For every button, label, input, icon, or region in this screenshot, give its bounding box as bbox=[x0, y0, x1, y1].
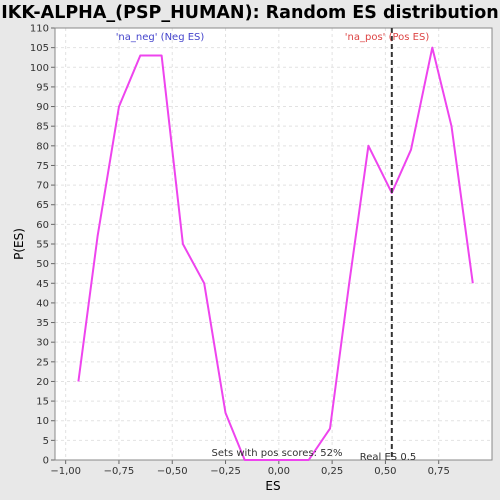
y-tick-label: 65 bbox=[36, 200, 49, 211]
y-tick-label: 75 bbox=[36, 161, 49, 172]
real-es-label: Real ES 0.5 bbox=[360, 452, 416, 463]
grid bbox=[55, 27, 492, 461]
y-tick-label: 70 bbox=[36, 181, 49, 192]
y-tick-label: 25 bbox=[36, 357, 49, 368]
y-axis-ticks: 0 5 10 15 20 25 30 35 40 45 50 55 60 65 70 75 80 85 90 95 10… bbox=[30, 24, 55, 467]
x-tick-label: 0,00 bbox=[268, 466, 290, 477]
y-tick-label: 95 bbox=[36, 82, 49, 93]
chart-title: IKK-ALPHA_(PSP_HUMAN): Random ES distrib… bbox=[1, 3, 498, 23]
x-tick-label: −1,00 bbox=[50, 466, 81, 477]
y-tick-label: 85 bbox=[36, 122, 49, 133]
neg-es-annotation: 'na_neg' (Neg ES) bbox=[116, 32, 205, 43]
y-tick-label: 35 bbox=[36, 318, 49, 329]
es-distribution-line bbox=[77, 46, 474, 461]
y-tick-label: 55 bbox=[36, 240, 49, 251]
x-axis-label: ES bbox=[265, 479, 280, 493]
y-tick-label: 50 bbox=[36, 259, 49, 270]
y-tick-label: 60 bbox=[36, 220, 49, 231]
x-tick-label: 0,25 bbox=[321, 466, 343, 477]
y-tick-label: 105 bbox=[30, 43, 49, 54]
y-tick-label: 15 bbox=[36, 397, 49, 408]
y-tick-label: 45 bbox=[36, 279, 49, 290]
y-axis-label: P(ES) bbox=[12, 228, 26, 260]
y-tick-label: 110 bbox=[30, 24, 49, 35]
y-tick-label: 100 bbox=[30, 63, 49, 74]
pos-es-annotation: 'na_pos' (Pos ES) bbox=[345, 32, 430, 43]
pos-scores-annotation: Sets with pos scores: 52% bbox=[212, 448, 343, 459]
y-tick-label: 30 bbox=[36, 338, 49, 349]
x-tick-label: −0,75 bbox=[104, 466, 135, 477]
y-tick-label: 20 bbox=[36, 377, 49, 388]
x-tick-label: 0,50 bbox=[374, 466, 396, 477]
y-tick-label: 0 bbox=[43, 456, 49, 467]
x-axis-ticks: −1,00 −0,75 −0,50 −0,25 0,00 0,25 0,50 0,75 bbox=[50, 460, 450, 477]
x-tick-label: 0,75 bbox=[428, 466, 450, 477]
series-layer bbox=[77, 46, 474, 461]
x-tick-label: −0,25 bbox=[210, 466, 241, 477]
y-tick-label: 40 bbox=[36, 298, 49, 309]
y-tick-label: 90 bbox=[36, 102, 49, 113]
x-tick-label: −0,50 bbox=[157, 466, 188, 477]
y-tick-label: 10 bbox=[36, 416, 49, 427]
y-tick-label: 80 bbox=[36, 141, 49, 152]
y-tick-label: 5 bbox=[43, 436, 49, 447]
